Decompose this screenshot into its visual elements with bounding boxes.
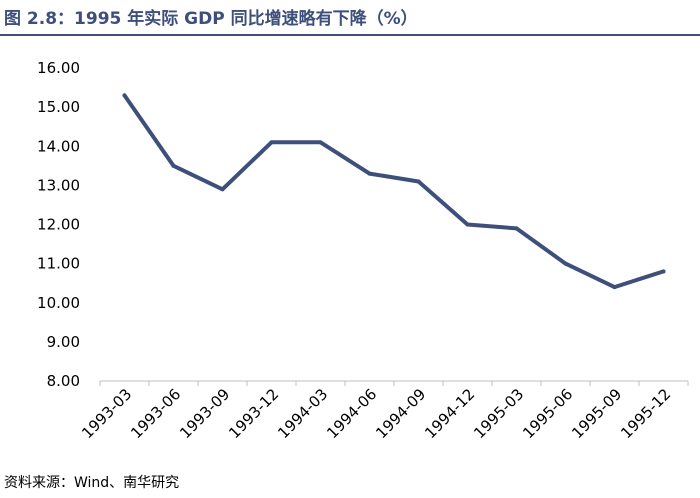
y-tick-label: 10.00 [37, 294, 80, 312]
data-point [514, 226, 519, 231]
y-tick-label: 16.00 [37, 59, 80, 77]
data-point [465, 222, 470, 227]
x-tick-label: 1993-03 [78, 385, 135, 442]
data-point [220, 187, 225, 192]
data-point [171, 163, 176, 168]
x-tick-label: 1995-12 [617, 385, 674, 442]
x-tick-label: 1995-09 [568, 385, 625, 442]
data-point [612, 285, 617, 290]
series-layer [122, 93, 666, 290]
y-tick-label: 14.00 [37, 137, 80, 155]
source-note: 资料来源：Wind、南华研究 [4, 475, 180, 491]
y-tick-label: 8.00 [47, 372, 80, 390]
x-tick-label: 1995-03 [470, 385, 527, 442]
y-tick-label: 13.00 [37, 176, 80, 194]
series-line [122, 93, 666, 290]
data-point [367, 171, 372, 176]
x-axis: 1993-031993-061993-091993-121994-031994-… [78, 380, 689, 442]
data-point [661, 269, 666, 274]
title-divider [0, 34, 700, 36]
x-tick-label: 1993-12 [225, 385, 282, 442]
x-tick-label: 1994-06 [323, 385, 380, 442]
x-tick-label: 1993-09 [176, 385, 233, 442]
x-tick-label: 1994-09 [372, 385, 429, 442]
chart-title: 图 2.8：1995 年实际 GDP 同比增速略有下降（%） [4, 9, 418, 29]
x-tick-label: 1995-06 [519, 385, 576, 442]
data-point [318, 140, 323, 145]
x-tick-label: 1994-03 [274, 385, 331, 442]
data-point [416, 179, 421, 184]
data-point [563, 261, 568, 266]
data-point [269, 140, 274, 145]
y-tick-label: 15.00 [37, 98, 80, 116]
x-tick-label: 1993-06 [127, 385, 184, 442]
y-tick-label: 12.00 [37, 216, 80, 234]
x-tick-label: 1994-12 [421, 385, 478, 442]
y-tick-label: 11.00 [37, 255, 80, 273]
y-axis: 16.00 15.00 14.00 13.00 12.00 11.00 10.00 9.00 8… [37, 59, 80, 390]
data-point [122, 93, 127, 98]
y-tick-label: 9.00 [47, 333, 80, 351]
